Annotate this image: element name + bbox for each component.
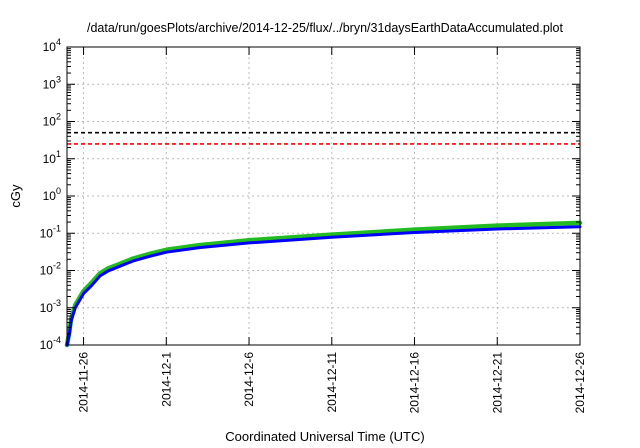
y-tick-base: 10: [40, 264, 54, 278]
y-axis-label: cGy: [8, 184, 23, 208]
y-tick-exponent: -2: [53, 261, 61, 271]
y-tick-base: 10: [43, 115, 57, 129]
series-line-1: [64, 220, 583, 348]
y-tick-label: 10-1: [40, 223, 61, 240]
y-tick-label: 10-4: [40, 335, 61, 352]
y-tick-exponent: 2: [56, 112, 61, 122]
chart-title: /data/run/goesPlots/archive/2014-12-25/f…: [87, 21, 563, 35]
y-tick-label: 100: [43, 186, 61, 203]
y-tick-label: 103: [43, 74, 61, 91]
x-axis-label: Coordinated Universal Time (UTC): [225, 429, 424, 444]
y-tick-base: 10: [40, 338, 54, 352]
series-lines: [64, 220, 583, 348]
grid: [67, 47, 580, 345]
y-tick-exponent: 0: [56, 186, 61, 196]
y-tick-label: 10-2: [40, 261, 61, 278]
y-tick-label: 10-3: [40, 298, 61, 315]
y-tick-label: 102: [43, 112, 61, 129]
y-tick-exponent: -4: [53, 335, 61, 345]
y-tick-label: 104: [43, 37, 61, 54]
y-tick-base: 10: [43, 40, 57, 54]
x-tick-label: 2014-11-26: [77, 352, 91, 413]
x-tick-label: 2014-12-21: [490, 352, 504, 414]
y-tick-exponent: -1: [53, 223, 61, 233]
x-tick-label: 2014-12-26: [573, 352, 587, 414]
x-tick-label: 2014-12-1: [159, 352, 173, 407]
y-tick-exponent: 1: [56, 149, 61, 159]
x-tick-label: 2014-12-6: [242, 352, 256, 407]
y-tick-base: 10: [43, 189, 57, 203]
y-tick-exponent: -3: [53, 298, 61, 308]
y-tick-exponent: 4: [56, 37, 61, 47]
y-tick-base: 10: [43, 152, 57, 166]
reference-lines: [67, 131, 580, 145]
y-tick-base: 10: [43, 77, 57, 91]
y-tick-base: 10: [40, 226, 54, 240]
x-axis: 2014-11-26 2014-12-1 2014-12-6 2014-12-11 20…: [77, 47, 587, 413]
y-tick-base: 10: [40, 301, 54, 315]
x-tick-label: 2014-12-11: [325, 352, 339, 413]
y-tick-exponent: 3: [56, 74, 61, 84]
x-tick-label: 2014-12-16: [408, 352, 422, 414]
y-tick-label: 101: [43, 149, 61, 166]
series-line-2: [65, 225, 582, 347]
